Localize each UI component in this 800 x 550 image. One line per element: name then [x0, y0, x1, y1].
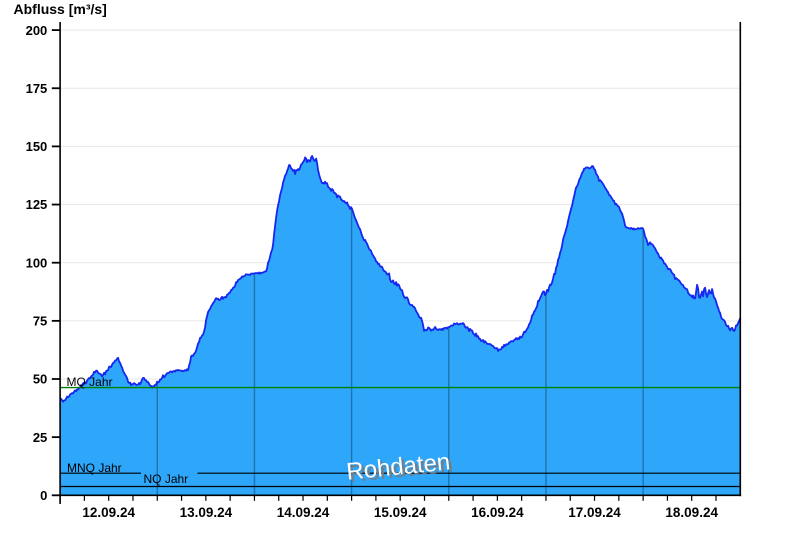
- svg-text:15.09.24: 15.09.24: [374, 505, 427, 520]
- svg-text:25: 25: [33, 430, 47, 445]
- svg-text:50: 50: [33, 372, 47, 387]
- svg-text:18.09.24: 18.09.24: [665, 505, 718, 520]
- svg-text:0: 0: [40, 488, 47, 503]
- svg-text:16.09.24: 16.09.24: [471, 505, 524, 520]
- svg-text:12.09.24: 12.09.24: [82, 505, 135, 520]
- svg-text:75: 75: [33, 314, 47, 329]
- svg-text:200: 200: [26, 23, 48, 38]
- svg-text:MNQ Jahr: MNQ Jahr: [67, 461, 122, 475]
- svg-text:14.09.24: 14.09.24: [277, 505, 330, 520]
- svg-text:125: 125: [26, 197, 48, 212]
- svg-text:150: 150: [26, 139, 48, 154]
- svg-text:NQ Jahr: NQ Jahr: [144, 472, 189, 486]
- svg-text:MQ Jahr: MQ Jahr: [67, 375, 113, 389]
- svg-text:17.09.24: 17.09.24: [568, 505, 621, 520]
- svg-text:Abfluss [m³/s]: Abfluss [m³/s]: [14, 1, 107, 17]
- svg-text:175: 175: [26, 81, 48, 96]
- svg-text:13.09.24: 13.09.24: [180, 505, 233, 520]
- svg-text:100: 100: [26, 255, 48, 270]
